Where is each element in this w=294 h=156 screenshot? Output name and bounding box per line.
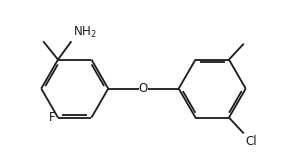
Text: NH$_2$: NH$_2$ <box>73 25 97 40</box>
Text: O: O <box>139 82 148 95</box>
Text: F: F <box>49 111 55 124</box>
Text: Cl: Cl <box>245 135 257 148</box>
